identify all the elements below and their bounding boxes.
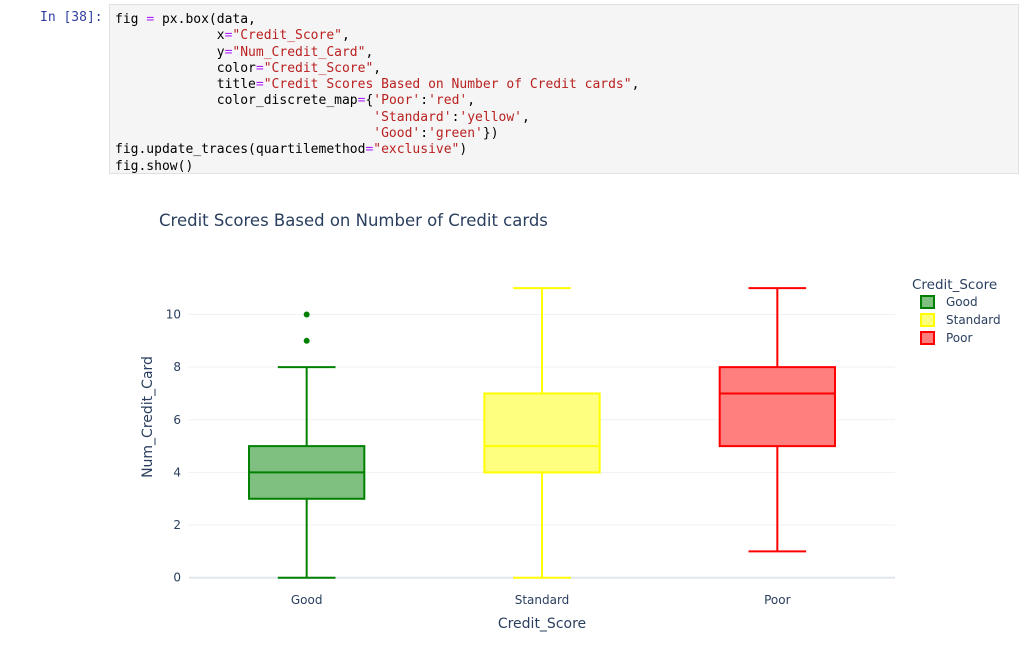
code-token: : <box>451 109 460 125</box>
iqr-box[interactable] <box>718 366 836 448</box>
code-token: fig.update_traces(quartilemethod <box>115 142 366 158</box>
code-line: fig = px.box(data, <box>115 12 256 27</box>
legend-item-poor[interactable]: Poor <box>920 331 972 345</box>
code-string: "exclusive" <box>373 142 460 158</box>
code-token: , <box>522 109 530 125</box>
code-token: , <box>467 93 476 109</box>
code-editor[interactable]: fig = px.box(data, x="Credit_Score", y="… <box>109 4 1019 174</box>
x-tick-label: Standard <box>515 593 570 607</box>
code-operator: = <box>365 142 374 158</box>
x-axis-ticks: Good Standard Poor <box>291 593 791 607</box>
code-operator: = <box>146 12 155 27</box>
y-tick-label: 6 <box>173 413 181 427</box>
box-plot-chart: Credit Scores Based on Number of Credit … <box>140 211 1001 632</box>
legend-item-good[interactable]: Good <box>920 295 978 309</box>
legend[interactable]: Credit_Score Good Standard Poor <box>912 277 1001 345</box>
x-tick-label: Poor <box>764 593 790 607</box>
code-token: px.box(data, <box>154 12 256 27</box>
box-poor[interactable] <box>718 287 836 553</box>
code-string: 'green' <box>428 126 483 142</box>
code-token: { <box>365 93 374 109</box>
legend-swatch <box>920 295 935 309</box>
y-tick-label: 4 <box>173 465 181 479</box>
y-axis-ticks: 0 2 4 6 8 10 <box>166 307 181 584</box>
code-token: color_discrete_map <box>115 93 358 109</box>
code-line: 'Good':'green'}) <box>115 126 499 142</box>
legend-swatch <box>920 331 935 345</box>
code-token <box>115 110 373 125</box>
code-token: color <box>115 60 256 76</box>
code-line: title="Credit Scores Based on Number of … <box>115 77 640 93</box>
code-line: color="Credit_Score", <box>115 61 381 76</box>
code-token: title <box>115 77 256 93</box>
iqr-box[interactable] <box>483 392 601 474</box>
code-line: x="Credit_Score", <box>115 28 350 43</box>
chart-title: Credit Scores Based on Number of Credit … <box>159 211 548 230</box>
legend-title: Credit_Score <box>912 277 997 293</box>
legend-label: Standard <box>946 313 1001 327</box>
code-line: fig.show() <box>115 159 193 174</box>
y-tick-label: 2 <box>173 518 181 532</box>
code-string: "Credit_Score" <box>263 60 374 76</box>
legend-item-standard[interactable]: Standard <box>920 313 1001 327</box>
code-string: 'Good' <box>373 126 421 142</box>
code-token: }) <box>482 126 499 142</box>
code-string: "Credit_Score" <box>232 28 342 44</box>
legend-label: Good <box>946 295 978 309</box>
code-string: "Num_Credit_Card" <box>232 44 366 60</box>
code-string: 'red' <box>428 93 468 109</box>
code-operator: = <box>357 93 366 109</box>
cell-output: Credit Scores Based on Number of Credit … <box>109 195 1024 646</box>
code-operator: = <box>255 77 264 93</box>
y-tick-label: 10 <box>166 307 181 321</box>
code-token: , <box>365 44 374 60</box>
y-axis-label: Num_Credit_Card <box>140 356 156 478</box>
code-string: 'yellow' <box>459 109 523 125</box>
code-string: 'Standard' <box>373 109 452 125</box>
code-token: , <box>631 77 640 93</box>
box-traces[interactable] <box>248 287 836 579</box>
legend-swatch <box>920 313 935 327</box>
outlier-point[interactable] <box>303 311 310 318</box>
code-string: "Credit Scores Based on Number of Credit… <box>263 77 632 93</box>
code-operator: = <box>224 28 233 44</box>
box-good[interactable] <box>248 311 366 579</box>
code-line: 'Standard':'yellow', <box>115 110 530 125</box>
code-line: y="Num_Credit_Card", <box>115 44 374 60</box>
code-token: , <box>373 60 382 76</box>
box-standard[interactable] <box>483 287 601 579</box>
code-token: : <box>420 93 429 109</box>
code-operator: = <box>224 44 233 60</box>
outlier-point[interactable] <box>303 337 310 344</box>
x-axis-label: Credit_Score <box>498 616 586 632</box>
code-token: , <box>341 28 350 44</box>
code-token: fig <box>115 12 147 27</box>
y-tick-label: 0 <box>173 571 181 585</box>
x-tick-label: Good <box>291 593 323 607</box>
code-token: y <box>115 44 225 60</box>
code-token: fig.show() <box>115 158 194 174</box>
code-token: : <box>420 126 429 142</box>
code-token <box>115 126 373 141</box>
code-token: ) <box>459 142 468 158</box>
legend-label: Poor <box>946 331 972 345</box>
code-token: x <box>115 28 225 44</box>
y-tick-label: 8 <box>173 360 181 374</box>
code-line: color_discrete_map={'Poor':'red', <box>115 93 475 108</box>
code-line: fig.update_traces(quartilemethod="exclus… <box>115 142 467 157</box>
code-text[interactable]: fig = px.box(data, x="Credit_Score", y="… <box>110 5 1018 182</box>
code-operator: = <box>255 60 264 76</box>
cell-prompt: In [38]: <box>40 10 103 25</box>
code-string: 'Poor' <box>373 93 421 109</box>
